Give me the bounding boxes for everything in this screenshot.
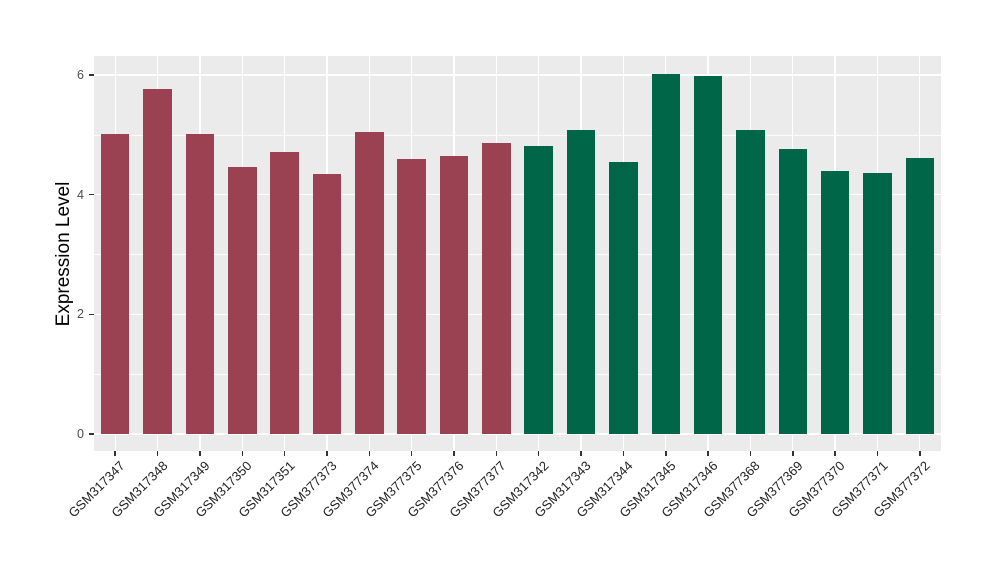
- horizontal-minor-gridline: [94, 254, 941, 255]
- y-tick-mark: [88, 313, 94, 316]
- bar-GSM377370: [820, 170, 850, 434]
- x-tick-mark: [834, 451, 836, 456]
- x-tick-mark: [453, 451, 455, 456]
- x-tick-mark: [156, 451, 159, 456]
- x-tick-mark: [707, 451, 709, 456]
- bar-GSM377368: [736, 130, 765, 434]
- y-tick-mark: [88, 74, 94, 76]
- bar-GSM317350: [228, 166, 257, 434]
- x-tick-mark: [495, 451, 498, 456]
- bar-GSM317347: [100, 134, 130, 434]
- horizontal-major-gridline: [94, 433, 941, 435]
- bar-GSM317344: [609, 161, 638, 434]
- y-tick-label: 6: [77, 68, 84, 82]
- x-tick-mark: [410, 451, 413, 456]
- bar-GSM317345: [651, 74, 680, 434]
- bar-GSM317346: [693, 75, 723, 434]
- bar-GSM317342: [524, 146, 553, 434]
- x-tick-mark: [792, 451, 794, 456]
- bar-GSM317351: [270, 151, 299, 434]
- x-tick-mark: [241, 451, 243, 456]
- x-tick-mark: [283, 451, 286, 456]
- y-tick-label: 4: [77, 187, 84, 202]
- horizontal-major-gridline: [94, 194, 941, 196]
- horizontal-major-gridline: [94, 313, 941, 315]
- bar-GSM377369: [778, 148, 807, 434]
- x-tick-mark: [326, 451, 328, 456]
- x-tick-mark: [537, 451, 540, 456]
- horizontal-minor-gridline: [94, 373, 941, 375]
- x-tick-mark: [580, 451, 582, 456]
- x-tick-mark: [622, 451, 625, 456]
- bar-GSM377375: [397, 159, 426, 434]
- bar-GSM317349: [185, 134, 215, 434]
- y-axis-title: Expression Level: [53, 181, 74, 327]
- y-tick-mark: [88, 193, 94, 196]
- x-tick-mark: [876, 451, 879, 456]
- x-tick-mark: [749, 451, 752, 456]
- bar-GSM317343: [566, 130, 596, 434]
- bar-GSM377371: [863, 172, 892, 434]
- x-tick-mark: [368, 451, 370, 456]
- bar-GSM377372: [905, 157, 935, 434]
- bar-GSM317348: [143, 89, 172, 434]
- y-tick-label: 0: [77, 427, 84, 441]
- horizontal-major-gridline: [94, 74, 941, 76]
- bar-GSM377373: [312, 173, 342, 434]
- y-tick-label: 2: [77, 307, 84, 322]
- x-tick-mark: [665, 451, 667, 456]
- bar-GSM377377: [482, 143, 511, 434]
- bar-GSM377376: [439, 155, 469, 434]
- x-tick-mark: [199, 451, 201, 456]
- x-tick-mark: [919, 451, 921, 456]
- bar-GSM377374: [355, 131, 384, 434]
- y-tick-mark: [88, 433, 94, 435]
- horizontal-minor-gridline: [94, 134, 941, 136]
- x-tick-mark: [114, 451, 116, 456]
